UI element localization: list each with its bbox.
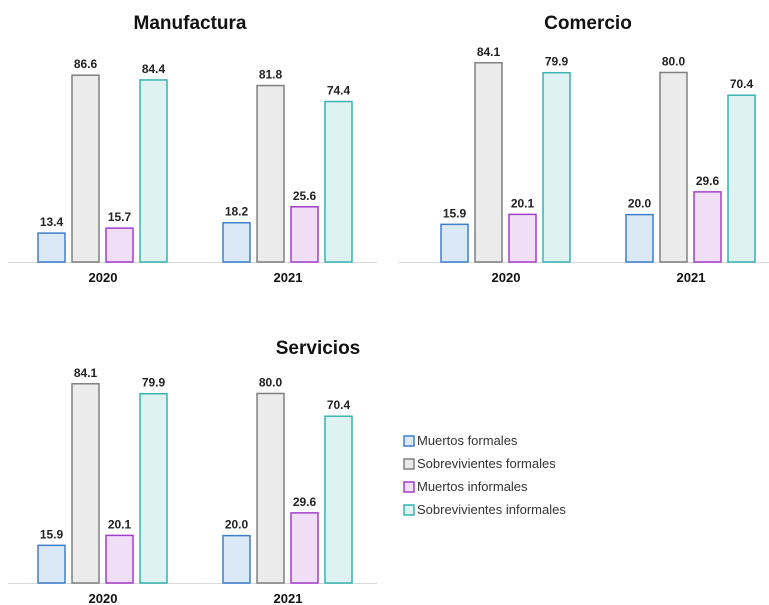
bar-2021-series-0 [222,221,251,263]
data-label: 29.6 [696,174,720,188]
bar-2020-series-1 [474,62,503,263]
data-label: 15.7 [108,210,132,224]
legend-swatch [403,481,415,493]
x-tick-label: 2021 [677,270,706,285]
data-label: 20.0 [628,197,652,211]
data-label: 29.6 [293,495,317,509]
bar-2021-series-3 [727,94,756,263]
bar-2020-series-2 [105,227,134,263]
data-label: 15.9 [40,527,64,541]
x-tick-label: 2021 [274,270,303,285]
data-label: 80.0 [259,375,283,389]
bar-2020-series-3 [542,71,571,263]
data-label: 79.9 [545,55,569,69]
data-label: 70.4 [327,398,351,412]
bar-2021-series-2 [290,512,319,584]
data-label: 13.4 [40,215,64,229]
bar-2020-series-2 [105,534,134,584]
legend-label: Sobrevivientes informales [417,502,566,517]
bar-2021-series-1 [659,71,688,263]
data-label: 79.9 [142,376,166,390]
x-tick-label: 2021 [274,591,303,605]
data-label: 84.4 [142,62,166,76]
bar-2021-series-2 [290,206,319,263]
bar-2021-series-3 [324,100,353,263]
bar-2020-series-3 [139,79,168,263]
bar-2021-series-2 [693,191,722,263]
chart-panel-servicios: Servicios 15.9 84.1 20.1 79.9 2020 20.0 80.0 29.… [8,338,377,605]
x-tick-label: 2020 [89,591,118,605]
data-label: 81.8 [259,68,283,82]
bar-2021-series-1 [256,392,285,584]
data-label: 84.1 [74,366,98,380]
legend-label: Sobrevivientes formales [417,456,556,471]
data-label: 86.6 [74,57,98,71]
bar-2020-series-1 [71,383,100,584]
data-label: 74.4 [327,84,351,98]
data-label: 20.1 [108,517,132,531]
bar-2020-series-2 [508,213,537,263]
chart-title: Servicios [276,338,361,359]
legend-swatch [403,504,415,516]
data-label: 25.6 [293,189,317,203]
data-label: 15.9 [443,206,467,220]
x-tick-label: 2020 [492,270,521,285]
legend-swatch [403,458,415,470]
data-label: 20.0 [225,518,249,532]
bar-2021-series-0 [625,213,654,263]
chart-title: Manufactura [134,13,247,34]
bar-2021-series-1 [256,84,285,263]
x-tick-label: 2020 [89,270,118,285]
data-label: 70.4 [730,77,754,91]
legend: Muertos formales Sobrevivientes formales M… [403,433,566,517]
bar-2020-series-0 [37,544,66,584]
chart-panel-comercio: Comercio 15.9 84.1 20.1 79.9 2020 20.0 80.0 29.6… [398,13,769,285]
bar-2020-series-0 [37,232,66,263]
bar-2020-series-3 [139,392,168,584]
data-label: 20.1 [511,196,535,210]
data-label: 80.0 [662,54,686,68]
chart-panel-manufactura: Manufactura 13.4 86.6 15.7 84.4 2020 18.2 81.8 2… [8,13,377,285]
data-label: 18.2 [225,205,249,219]
bar-2020-series-1 [71,74,100,263]
legend-label: Muertos formales [417,433,518,448]
bar-2020-series-0 [440,223,469,263]
bar-2021-series-0 [222,534,251,584]
legend-swatch [403,435,415,447]
bar-2021-series-3 [324,415,353,584]
data-label: 84.1 [477,45,501,59]
legend-label: Muertos informales [417,479,528,494]
chart-title: Comercio [544,13,632,34]
